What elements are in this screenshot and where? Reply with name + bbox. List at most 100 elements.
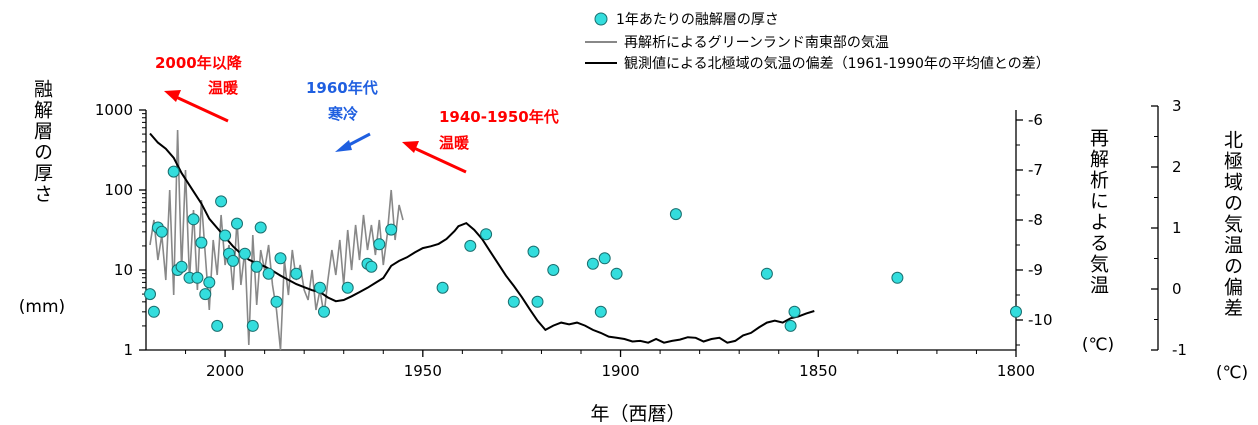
annotation-2000s-line2: 温暖 — [208, 79, 239, 97]
y-left-tick-label: 10 — [114, 261, 133, 279]
y-right2-tick-label: -1 — [1172, 341, 1187, 359]
y-right2-tick-label: 2 — [1172, 158, 1182, 176]
melt-thickness-point — [219, 229, 232, 242]
x-tick-label: 1900 — [601, 362, 639, 380]
x-tick-label: 1850 — [799, 362, 837, 380]
y-left-tick-label: 1000 — [95, 101, 133, 119]
y-right2-axis-label: 北極域の気温の偏差 — [1221, 130, 1243, 319]
melt-thickness-point — [227, 254, 239, 267]
melt-thickness-point — [464, 239, 477, 252]
melt-thickness-point — [144, 288, 156, 301]
annotation-2000s-arrowhead — [164, 90, 181, 102]
y-right1-axis-label: 再解析による気温 — [1087, 128, 1109, 296]
melt-thickness-point — [155, 225, 168, 238]
y-right2-ticks: 3 2 1 0 -1 — [1151, 97, 1187, 359]
x-axis-ticks: 2000 1950 1900 1850 1800 — [185, 350, 1035, 380]
x-tick-label: 1950 — [404, 362, 442, 380]
melt-thickness-point — [211, 319, 224, 332]
annotation-1960s-arrow-shaft — [346, 132, 371, 148]
melt-thickness-point — [788, 305, 801, 318]
melt-thickness-point — [167, 165, 180, 178]
y-left-tick-label: 1 — [123, 341, 133, 359]
melt-thickness-point — [610, 267, 623, 280]
y-right2-tick-label: 1 — [1172, 219, 1182, 237]
annotation-1940s-line1: 1940-1950年代 — [439, 108, 559, 126]
melt-thickness-point — [547, 264, 560, 276]
melt-thickness-point — [215, 195, 228, 208]
annotation-2000s-line1: 2000年以降 — [155, 54, 243, 72]
melt-thickness-point — [274, 252, 287, 265]
y-right1-axis-unit: (℃) — [1082, 335, 1114, 355]
annotation-1940s-arrow-shaft — [413, 146, 467, 174]
reanalysis-temperature-line — [149, 129, 404, 351]
y-left-axis-unit: (mm) — [19, 297, 65, 317]
legend-label-anomaly: 観測値による北極域の気温の偏差（1961-1990年の平均値との差） — [624, 55, 1050, 72]
melt-thickness-point — [436, 281, 449, 294]
y-right2-tick-label: 3 — [1172, 97, 1182, 115]
legend-label-reanalysis: 再解析によるグリーンランド南東部の気温 — [624, 35, 889, 51]
legend-circle-marker — [594, 12, 608, 26]
melt-thickness-point — [195, 236, 208, 249]
melt-thickness-point — [187, 213, 200, 226]
melt-thickness-point — [669, 208, 682, 221]
melt-thickness-point — [246, 319, 259, 332]
x-tick-label: 2000 — [206, 362, 244, 380]
y-right1-tick-label: -9 — [1028, 261, 1043, 279]
melt-thickness-point — [147, 305, 160, 318]
melt-thickness-point — [199, 288, 212, 301]
melt-thickness-point — [262, 267, 275, 280]
y-left-tick-label: 100 — [104, 181, 133, 199]
melt-thickness-point — [385, 223, 398, 236]
melt-thickness-point — [175, 260, 188, 273]
melt-thickness-point — [507, 295, 520, 308]
melt-thickness-point — [290, 267, 303, 280]
melt-thickness-point — [254, 221, 267, 234]
melt-thickness-point — [598, 252, 611, 265]
arctic-anomaly-line — [149, 132, 815, 344]
x-axis-label: 年（西暦） — [590, 403, 685, 425]
x-tick-label: 1800 — [997, 362, 1035, 380]
y-right1-tick-label: -6 — [1028, 111, 1043, 129]
melt-thickness-point — [1010, 305, 1022, 318]
melt-thickness-point — [191, 271, 204, 284]
annotation-1960s-line2: 寒冷 — [328, 105, 358, 123]
melt-thickness-point — [270, 295, 283, 308]
legend: 1年あたりの融解層の厚さ 再解析によるグリーンランド南東部の気温 観測値による北… — [585, 12, 1050, 72]
melt-thickness-point — [341, 281, 354, 294]
melt-thickness-point — [373, 238, 386, 251]
melt-thickness-point — [480, 228, 493, 241]
y-left-axis-label: 融解層の厚さ — [31, 79, 53, 205]
melt-thickness-point — [784, 319, 797, 332]
legend-label-melt: 1年あたりの融解層の厚さ — [616, 12, 779, 28]
y-right1-ticks: -6 -7 -8 -9 -10 — [1016, 111, 1053, 346]
annotation-2000s-warm: 2000年以降 温暖 — [155, 54, 243, 123]
melt-thickness-point — [365, 260, 378, 273]
melt-thickness-point — [314, 281, 326, 294]
melt-thickness-point — [231, 217, 243, 230]
melt-thickness-point — [586, 257, 599, 270]
annotation-2000s-arrow-shaft — [175, 95, 229, 123]
y-right2-tick-label: 0 — [1172, 280, 1182, 298]
y-right2-axis-unit: (℃) — [1216, 363, 1248, 383]
melt-thickness-points — [144, 165, 1022, 332]
melt-thickness-point — [318, 305, 330, 318]
y-right1-tick-label: -10 — [1028, 311, 1053, 329]
melt-thickness-point — [531, 295, 544, 308]
melt-thickness-point — [203, 276, 216, 289]
melt-thickness-point — [238, 247, 251, 260]
melt-thickness-point — [594, 305, 607, 318]
annotation-1960s-cold: 1960年代 寒冷 — [306, 79, 378, 152]
melt-thickness-point — [891, 271, 904, 284]
y-right1-tick-label: -7 — [1028, 161, 1043, 179]
annotation-1960s-line1: 1960年代 — [306, 79, 378, 97]
annotation-1940s-line2: 温暖 — [439, 134, 470, 152]
y-right1-tick-label: -8 — [1028, 211, 1043, 229]
y-left-ticks: 1000 100 10 1 — [95, 101, 146, 359]
annotation-1960s-arrowhead — [335, 140, 352, 152]
melt-thickness-point — [527, 245, 540, 258]
melt-thickness-point — [760, 267, 773, 280]
melt-thickness-point — [250, 260, 263, 273]
annotation-1940s-warm: 1940-1950年代 温暖 — [402, 108, 559, 174]
annotation-1940s-arrowhead — [402, 141, 419, 153]
